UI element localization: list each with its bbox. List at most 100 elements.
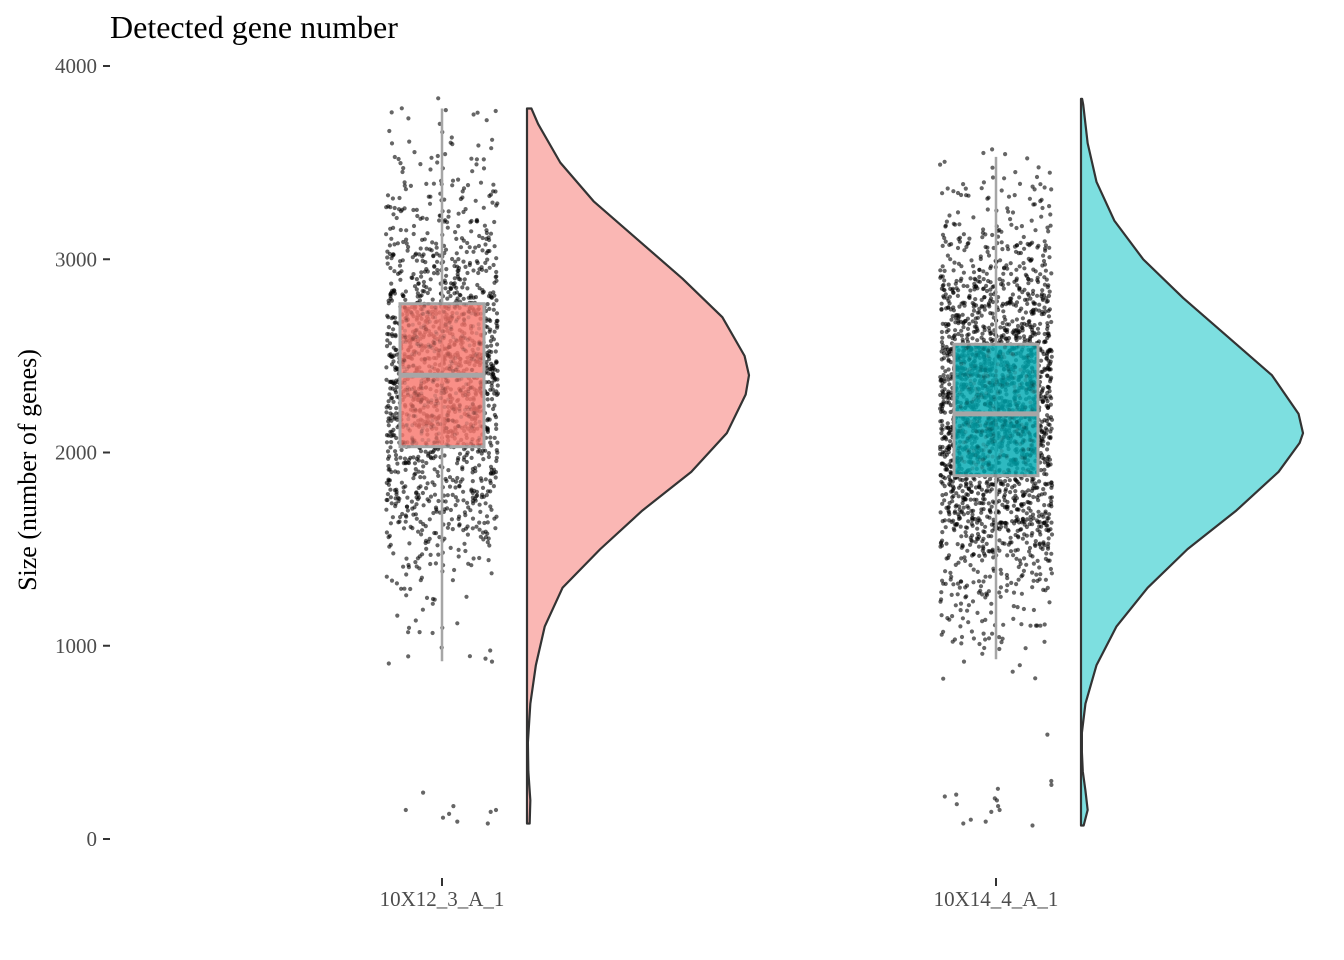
outlier-point [1049, 782, 1054, 788]
data-point [425, 231, 430, 236]
data-point [388, 445, 393, 450]
box-texture-point [1023, 455, 1028, 460]
box-texture-point [987, 346, 991, 351]
data-point [940, 365, 945, 370]
data-point [981, 496, 986, 501]
data-point [955, 592, 960, 597]
box-texture-point [984, 353, 989, 358]
box-texture-point [461, 312, 466, 317]
box-texture-point [1028, 443, 1033, 448]
data-point [1005, 583, 1010, 588]
data-point [412, 461, 418, 466]
data-point [402, 586, 407, 591]
data-point [1017, 335, 1023, 340]
data-point [398, 514, 403, 520]
data-point [474, 157, 479, 162]
data-point [1037, 302, 1042, 307]
data-point [1046, 314, 1052, 319]
box-texture-point [454, 391, 458, 396]
data-point [949, 390, 954, 395]
data-point [1035, 293, 1040, 298]
box-texture-point [406, 413, 411, 418]
data-point [387, 341, 393, 346]
box-texture-point [992, 397, 997, 402]
data-point [1001, 286, 1006, 291]
data-point [491, 406, 496, 412]
data-point [943, 369, 948, 374]
data-point [489, 343, 494, 348]
data-point [476, 143, 481, 148]
data-point [978, 256, 983, 262]
data-point [1014, 514, 1019, 519]
box-texture-point [985, 415, 990, 420]
data-point [942, 235, 947, 241]
box-texture-point [404, 423, 408, 428]
box-texture-point [1029, 388, 1034, 393]
data-point [1035, 558, 1040, 564]
data-point [940, 427, 945, 432]
data-point [949, 471, 954, 476]
data-point [453, 230, 458, 235]
box-texture-point [1001, 352, 1006, 357]
box-texture-point [419, 397, 424, 402]
box-texture-point [1015, 403, 1019, 408]
data-point [1012, 193, 1017, 198]
box-texture-point [476, 322, 481, 327]
box-texture-point [975, 445, 980, 450]
box-texture-point [405, 388, 410, 392]
box-texture-point [972, 364, 977, 369]
outlier-point [493, 807, 499, 813]
data-point [411, 223, 417, 229]
data-point [448, 293, 453, 299]
box-texture-point [991, 342, 996, 347]
data-point [456, 516, 461, 522]
data-point [488, 231, 494, 236]
data-point [491, 484, 496, 489]
box-texture-point [448, 326, 453, 331]
data-point [481, 205, 486, 210]
data-point [478, 534, 483, 539]
data-point [1015, 283, 1020, 288]
data-point [412, 505, 417, 510]
data-point [492, 403, 497, 408]
y-tick-label: 4000 [55, 54, 97, 78]
data-point [393, 496, 398, 501]
data-point [962, 248, 967, 253]
data-point [461, 209, 466, 215]
data-point [1030, 570, 1035, 575]
data-point [944, 541, 949, 546]
data-point [452, 276, 457, 281]
box-texture-point [445, 380, 450, 385]
data-point [1003, 478, 1008, 484]
data-point [389, 440, 394, 445]
data-point [1028, 334, 1033, 339]
box-texture-point [413, 331, 417, 336]
box-texture-point [981, 457, 986, 462]
data-point [1019, 591, 1024, 596]
box-texture-point [424, 327, 429, 332]
data-point [449, 135, 454, 140]
box-texture-point [402, 333, 407, 338]
box-texture-point [434, 435, 439, 440]
data-point [1022, 297, 1028, 302]
data-point [1045, 461, 1051, 466]
data-point [471, 249, 476, 254]
data-point [979, 521, 984, 527]
box-texture-point [967, 386, 972, 391]
box-texture-point [1030, 438, 1035, 443]
data-point [984, 271, 989, 276]
data-point [1048, 415, 1053, 420]
data-point [488, 387, 493, 392]
data-point [474, 219, 479, 224]
data-point [483, 260, 488, 265]
data-point [461, 238, 466, 243]
data-point [1006, 247, 1011, 252]
data-point [395, 417, 400, 422]
data-point [488, 327, 493, 332]
data-point [955, 542, 960, 547]
data-point [386, 419, 391, 424]
data-point [410, 526, 415, 531]
data-point [450, 527, 455, 532]
data-point [477, 527, 482, 532]
